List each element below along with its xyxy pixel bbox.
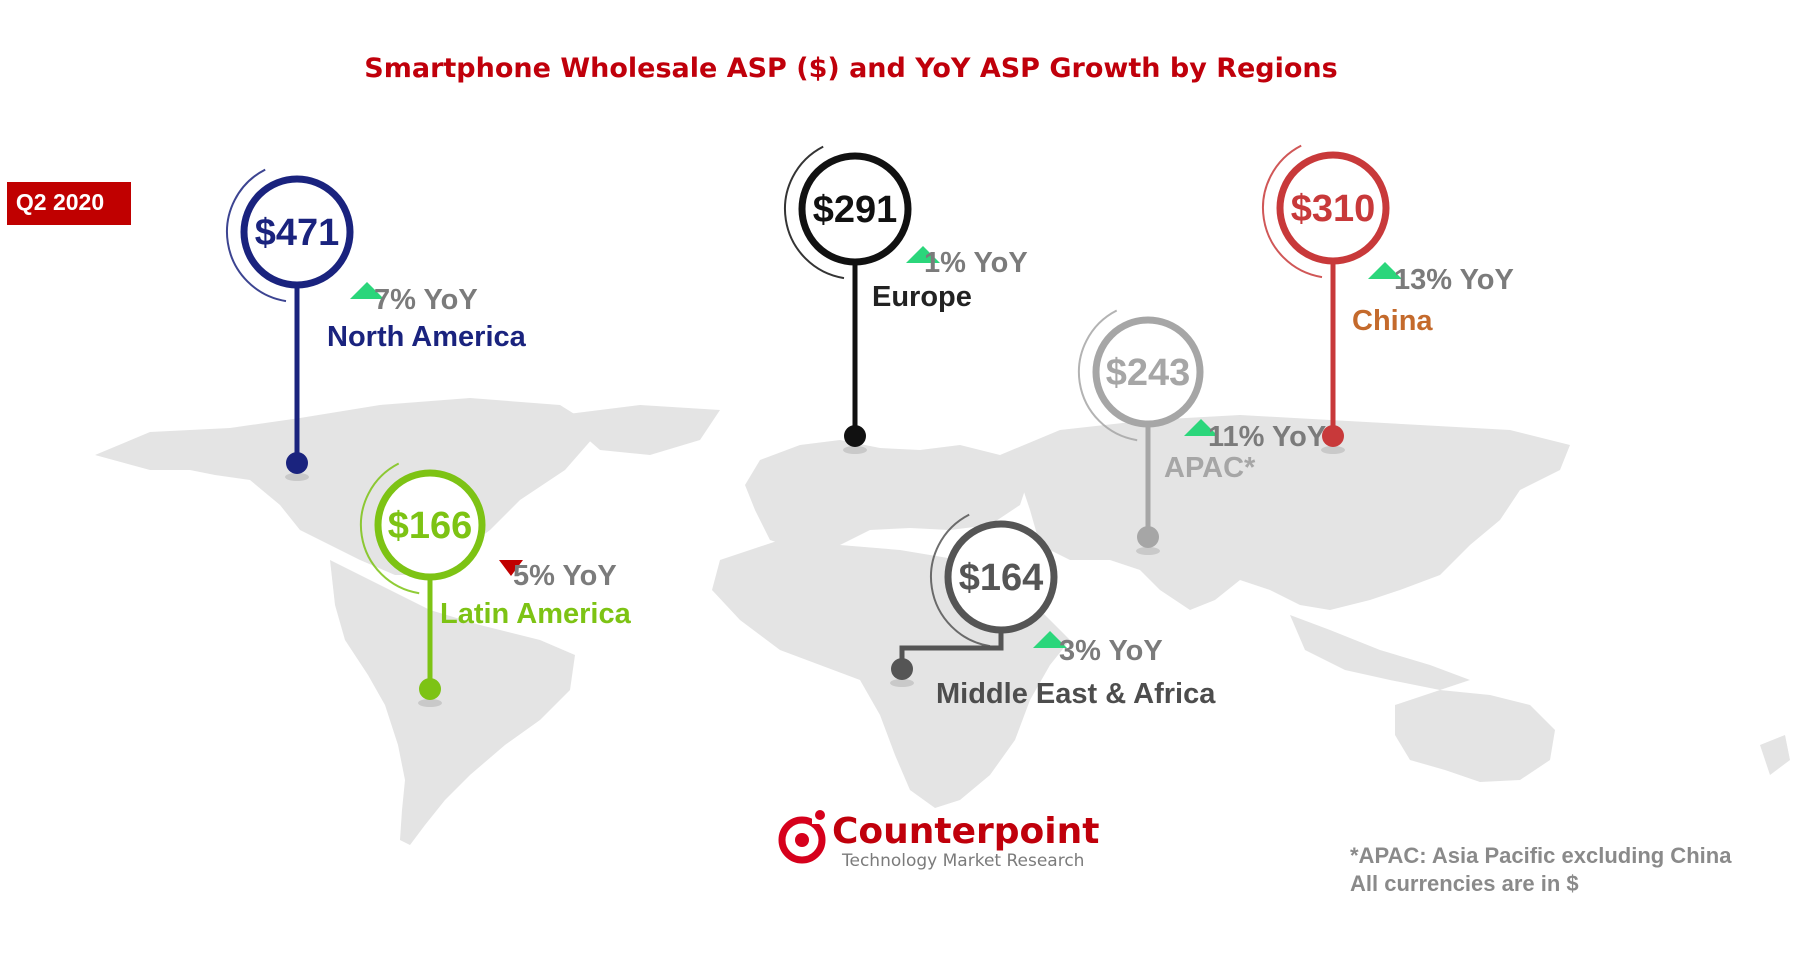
pin-dot-apac [1137,526,1159,548]
period-badge: Q2 2020 [7,182,131,225]
pin-ring-apac [1092,316,1204,428]
region-label-middle-east-africa: Middle East & Africa [936,678,1216,710]
world-map [95,398,1790,845]
region-label-china: China [1352,305,1433,337]
greenland-landmass [560,405,720,455]
counterpoint-logo-name: Counterpoint [832,811,1099,852]
pin-ring-europe [798,152,912,266]
new-zealand-landmass [1760,735,1790,775]
pin-shadow-china [1321,446,1345,454]
up-arrow-icon-europe [906,246,940,263]
pin-dot-north-america [286,452,308,474]
pin-ring-latin-america [374,469,486,581]
up-arrow-icon-north-america [350,282,384,299]
pin-dot-middle-east-africa [891,658,913,680]
yoy-label-europe: 1% YoY [924,247,1028,279]
pin-dot-china [1322,425,1344,447]
region-label-latin-america: Latin America [440,598,632,630]
yoy-label-north-america: 7% YoY [374,284,478,316]
region-pins: $471 7% YoY North America $166 5% YoY Latin A… [226,144,1514,710]
pin-shadow-latin-america [418,699,442,707]
yoy-label-apac: 11% YoY [1208,421,1326,453]
asia-landmass [1000,415,1570,610]
pin-north-america: $471 7% YoY North America [226,168,527,481]
region-label-apac: APAC* [1164,452,1256,484]
asp-value-china: $310 [1291,188,1376,230]
yoy-label-latin-america: 5% YoY [513,560,617,592]
asp-value-middle-east-africa: $164 [959,557,1044,599]
pin-middle-east-africa: $164 3% YoY Middle East & Africa [890,513,1216,710]
pin-ring-north-america [240,175,354,289]
pin-ring-middle-east-africa [944,520,1058,634]
up-arrow-icon-apac [1184,419,1218,436]
region-label-north-america: North America [327,321,527,353]
pin-dot-latin-america [419,678,441,700]
north-america-landmass [95,398,600,575]
south-america-landmass [330,560,575,845]
asp-value-europe: $291 [813,189,898,231]
region-label-europe: Europe [872,281,972,313]
up-arrow-icon-middle-east-africa [1033,631,1067,648]
pin-shadow-europe [843,446,867,454]
up-arrow-icon-china [1368,262,1402,279]
pin-arc-north-america [226,168,287,303]
pin-shadow-middle-east-africa [890,679,914,687]
footnote-currency: All currencies are in $ [1350,871,1579,896]
yoy-label-middle-east-africa: 3% YoY [1059,635,1163,667]
period-badge-label: Q2 2020 [16,189,104,215]
australia-landmass [1395,690,1555,782]
counterpoint-logo-tagline: Technology Market Research [841,851,1084,871]
yoy-label-china: 13% YoY [1394,264,1514,296]
counterpoint-logo: Counterpoint Technology Market Research [778,808,1099,871]
pin-arc-china [1262,144,1323,279]
pin-shadow-apac [1136,547,1160,555]
pin-arc-apac [1077,309,1138,442]
pin-ring-china [1276,151,1390,265]
pin-shadow-north-america [285,473,309,481]
asp-value-apac: $243 [1106,352,1191,394]
europe-landmass [745,440,1030,550]
pin-china: $310 13% YoY China [1262,144,1514,454]
footnote-apac: *APAC: Asia Pacific excluding China [1350,843,1732,868]
pin-dot-europe [844,425,866,447]
pin-arc-europe [784,145,845,280]
pin-latin-america: $166 5% YoY Latin America [359,462,632,707]
counterpoint-logo-mark [778,808,828,864]
pin-arc-middle-east-africa [930,513,991,648]
asp-value-latin-america: $166 [388,505,473,547]
asp-value-north-america: $471 [255,212,340,254]
pin-arc-latin-america [359,462,420,595]
chart-title: Smartphone Wholesale ASP ($) and YoY ASP… [364,53,1337,84]
down-arrow-icon-latin-america [499,560,523,576]
southeast-asia-landmass [1290,615,1470,690]
